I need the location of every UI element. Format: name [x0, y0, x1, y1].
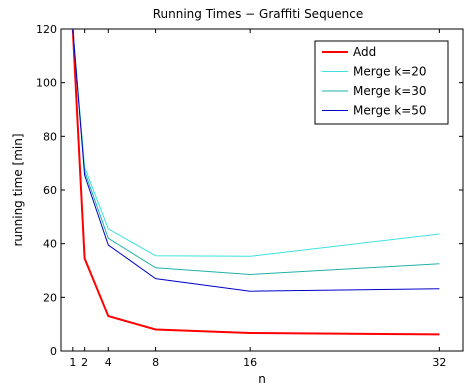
legend-entry-label: Merge k=30: [353, 84, 427, 98]
y-tick-label: 0: [50, 345, 57, 358]
x-tick-label: 32: [432, 356, 446, 369]
series-line-0: [71, 28, 440, 336]
legend: Add Merge k=20 Merge k=30 Merge k=50: [314, 40, 449, 125]
axis-ticks: 1 2 4 8 16 32 0 20 40 60 80 100 120: [36, 23, 463, 369]
x-tick-label: 4: [105, 356, 112, 369]
legend-entry-label: Merge k=20: [353, 65, 427, 79]
x-tick-label: 1: [69, 356, 76, 369]
y-tick-label: 40: [43, 238, 57, 251]
x-tick-label: 16: [243, 356, 257, 369]
y-tick-label: 100: [36, 77, 57, 90]
series-line-3: [72, 28, 440, 292]
y-tick-label: 120: [36, 23, 57, 36]
y-tick-label: 20: [43, 291, 57, 304]
x-tick-label: 2: [81, 356, 88, 369]
y-tick-label: 60: [43, 184, 57, 197]
legend-entry-label: Add: [353, 45, 376, 59]
legend-entry-label: Merge k=50: [353, 104, 427, 118]
series-lines: [71, 28, 440, 336]
y-axis-label: running time [min]: [11, 133, 25, 246]
x-tick-label: 8: [152, 356, 159, 369]
x-axis-label: n: [258, 372, 266, 385]
y-tick-label: 80: [43, 130, 57, 143]
chart-title: Running Times − Graffiti Sequence: [153, 7, 364, 21]
